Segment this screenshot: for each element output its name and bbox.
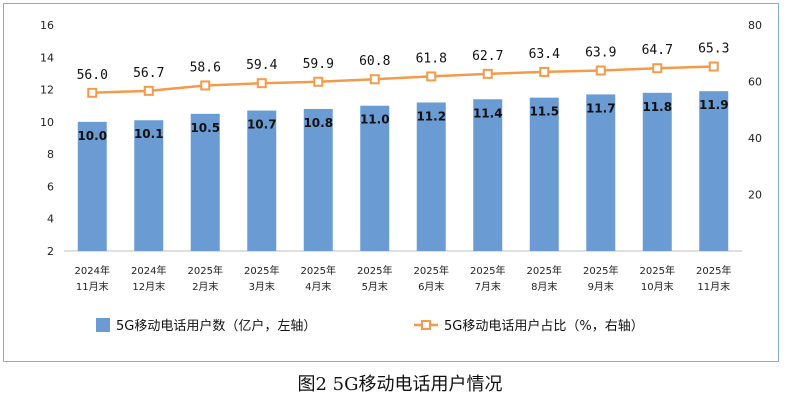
x-tick-year: 2025年: [244, 264, 279, 277]
bar: [642, 92, 672, 251]
bar-value-label: 10.5: [190, 121, 220, 135]
line-value-label: 56.0: [77, 68, 108, 83]
legend-line-label: 5G移动电话用户占比（%，右轴）: [444, 318, 644, 334]
bar: [190, 113, 220, 252]
line-value-label: 61.8: [416, 51, 447, 66]
line-series: [92, 65, 714, 95]
x-tick-year: 2025年: [301, 264, 336, 277]
x-tick-year: 2025年: [696, 264, 731, 277]
left-tick-label: 14: [40, 51, 54, 64]
bar-value-label: 11.8: [642, 100, 672, 114]
line-marker: [482, 68, 493, 79]
line-marker: [256, 78, 267, 89]
right-tick-label: 20: [748, 189, 762, 202]
legend-bar-label: 5G移动电话用户数（亿户，左轴）: [116, 318, 316, 334]
right-tick-label: 60: [748, 76, 762, 89]
bar-value-label: 11.7: [586, 101, 616, 115]
x-tick-year: 2025年: [583, 264, 618, 277]
bar: [416, 102, 446, 251]
line-marker: [313, 76, 324, 87]
bar: [529, 97, 559, 252]
bar-value-label: 10.0: [77, 129, 107, 143]
x-tick-year: 2024年: [75, 264, 110, 277]
x-tick-year: 2024年: [131, 264, 166, 277]
bar-value-label: 11.4: [473, 106, 503, 120]
line-marker: [200, 80, 211, 91]
x-tick-month: 4月末: [305, 280, 331, 293]
chart-title: 图2 5G移动电话用户情况: [297, 374, 502, 395]
bar: [699, 91, 729, 251]
left-tick-label: 4: [47, 213, 54, 226]
x-tick-month: 8月末: [531, 280, 557, 293]
x-tick-month: 10月末: [641, 280, 674, 293]
line-value-label: 63.9: [585, 45, 616, 60]
line-marker: [708, 61, 719, 72]
line-value-label: 64.7: [642, 43, 673, 58]
x-tick-year: 2025年: [640, 264, 675, 277]
bar: [586, 94, 616, 252]
line-value-label: 63.4: [529, 47, 560, 62]
line-marker: [143, 85, 154, 96]
x-tick-month: 6月末: [418, 280, 444, 293]
line-value-label: 58.6: [190, 60, 221, 75]
bar-series: [77, 91, 729, 252]
line-marker: [426, 71, 437, 82]
bar-data-labels: 10.0 10.1 10.5 10.7 10.8 11.0 11.2 11.4 11.5 11.7…: [77, 98, 728, 143]
x-tick-month: 7月末: [475, 280, 501, 293]
bar-value-label: 11.0: [360, 113, 390, 127]
line-value-label: 60.8: [359, 54, 390, 69]
bar-value-label: 11.5: [529, 105, 559, 119]
bar-value-label: 11.2: [416, 109, 446, 123]
x-tick-month: 12月末: [132, 280, 165, 293]
x-tick-month: 3月末: [249, 280, 275, 293]
x-tick-year: 2025年: [188, 264, 223, 277]
line-marker: [652, 63, 663, 74]
bar: [134, 120, 164, 251]
line-value-label: 59.4: [246, 58, 277, 73]
bar: [77, 121, 107, 251]
left-tick-label: 8: [47, 148, 54, 161]
right-tick-label: 40: [748, 132, 762, 145]
left-tick-label: 12: [40, 84, 54, 97]
x-tick-month: 11月末: [76, 280, 109, 293]
line-markers: [87, 61, 719, 98]
x-tick-year: 2025年: [527, 264, 562, 277]
line-data-labels: 56.0 56.7 58.6 59.4 59.9 60.8 61.8 62.7 63.4 63.9…: [77, 42, 730, 83]
line-marker: [87, 87, 98, 98]
line-value-label: 65.3: [698, 42, 729, 57]
x-tick-month: 5月末: [362, 280, 388, 293]
bar: [360, 105, 390, 251]
line-value-label: 59.9: [303, 57, 334, 72]
left-tick-label: 10: [40, 116, 54, 129]
line-value-label: 62.7: [472, 49, 503, 64]
bar: [247, 110, 277, 251]
left-tick-label: 16: [40, 19, 54, 32]
bar-value-label: 11.9: [699, 98, 729, 112]
x-tick-year: 2025年: [470, 264, 505, 277]
line-value-label: 56.7: [133, 66, 164, 81]
x-tick-month: 2月末: [192, 280, 218, 293]
left-tick-label: 2: [47, 245, 54, 258]
x-tick-month: 9月末: [588, 280, 614, 293]
left-tick-label: 6: [47, 180, 54, 193]
bar: [473, 99, 503, 251]
line-marker: [369, 74, 380, 85]
left-axis-ticks: 2 4 6 8 10 12 14 16: [40, 19, 54, 258]
line-marker: [595, 65, 606, 76]
legend: 5G移动电话用户数（亿户，左轴） 5G移动电话用户占比（%，右轴）: [96, 318, 644, 334]
x-tick-month: 11月末: [697, 280, 730, 293]
line-marker: [539, 66, 550, 77]
x-tick-year: 2025年: [357, 264, 392, 277]
x-axis-tick-labels: 2024年 11月末 2024年 12月末 2025年 2月末 2025年 3月末 2025年 4…: [75, 264, 732, 293]
legend-line-marker: [421, 320, 431, 330]
bar: [303, 108, 333, 251]
bar-value-label: 10.1: [134, 127, 164, 141]
bar-value-label: 10.8: [303, 116, 333, 130]
right-tick-label: 80: [748, 19, 762, 32]
right-axis-ticks: 20 40 60 80: [748, 19, 762, 202]
bar-value-label: 10.7: [247, 118, 277, 132]
x-tick-year: 2025年: [414, 264, 449, 277]
legend-bar-swatch: [96, 318, 110, 332]
